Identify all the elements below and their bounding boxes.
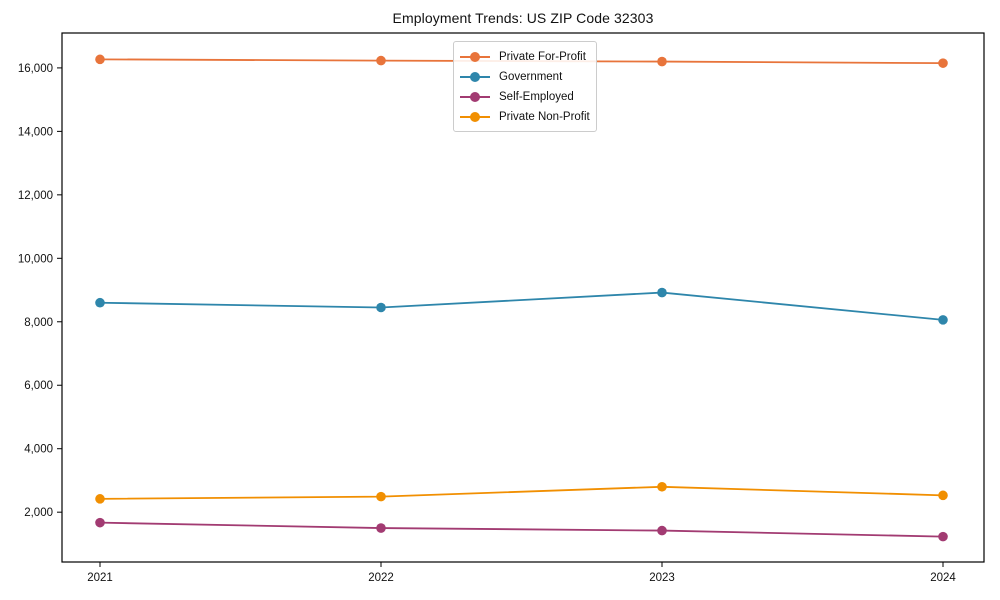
series-path — [99, 521, 944, 538]
data-point-marker — [657, 481, 667, 492]
series-path — [99, 485, 944, 500]
data-point-marker — [938, 490, 948, 501]
data-point-marker — [938, 58, 948, 68]
data-point-marker — [95, 297, 105, 308]
data-point-marker — [657, 525, 667, 536]
y-tick-label: 6,000 — [24, 380, 53, 392]
legend-item-government: Government — [460, 67, 590, 87]
legend-marker-icon — [460, 107, 490, 127]
x-tick-label: 2021 — [87, 572, 113, 584]
legend: Private For-Profit Government Self-Employe… — [453, 41, 597, 132]
y-tick-label: 2,000 — [24, 507, 53, 519]
data-point-marker — [95, 54, 105, 65]
data-point-marker — [938, 315, 948, 325]
y-tick-label: 8,000 — [24, 317, 53, 329]
legend-marker-icon — [460, 47, 490, 67]
legend-marker-icon — [460, 67, 490, 87]
data-point-marker — [376, 491, 386, 502]
data-point-marker — [376, 523, 386, 533]
legend-item-private-for-profit: Private For-Profit — [460, 47, 590, 67]
legend-item-label: Private For-Profit — [499, 51, 586, 63]
data-point-marker — [95, 494, 105, 504]
y-axis: 2,000 4,000 6,000 8,000 10,000 12,000 14,000 16… — [18, 63, 62, 519]
series-line-government — [95, 287, 948, 325]
x-tick-label: 2022 — [368, 572, 394, 584]
y-tick-label: 12,000 — [18, 190, 53, 202]
y-tick-label: 4,000 — [24, 444, 53, 456]
y-tick-label: 16,000 — [18, 63, 53, 75]
y-tick-label: 14,000 — [18, 126, 53, 138]
y-tick-label: 10,000 — [18, 253, 53, 265]
data-point-marker — [376, 55, 386, 66]
data-point-marker — [657, 56, 667, 67]
x-axis: 2021 2022 2023 2024 — [87, 562, 956, 584]
data-point-marker — [657, 287, 667, 298]
series-path — [99, 291, 944, 321]
chart-title: Employment Trends: US ZIP Code 32303 — [392, 10, 654, 26]
legend-item-self-employed: Self-Employed — [460, 87, 590, 107]
x-tick-label: 2024 — [930, 572, 956, 584]
data-point-marker — [938, 531, 948, 542]
data-point-marker — [376, 302, 386, 313]
series-line-private-non-profit — [95, 481, 948, 504]
legend-item-label: Private Non-Profit — [499, 111, 590, 123]
series-line-self-employed — [95, 517, 948, 542]
legend-marker-icon — [460, 87, 490, 107]
data-point-marker — [95, 517, 105, 528]
x-tick-label: 2023 — [649, 572, 675, 584]
legend-item-label: Self-Employed — [499, 91, 574, 103]
plot-frame — [61, 32, 985, 563]
legend-item-private-non-profit: Private Non-Profit — [460, 107, 590, 127]
legend-item-label: Government — [499, 71, 563, 83]
